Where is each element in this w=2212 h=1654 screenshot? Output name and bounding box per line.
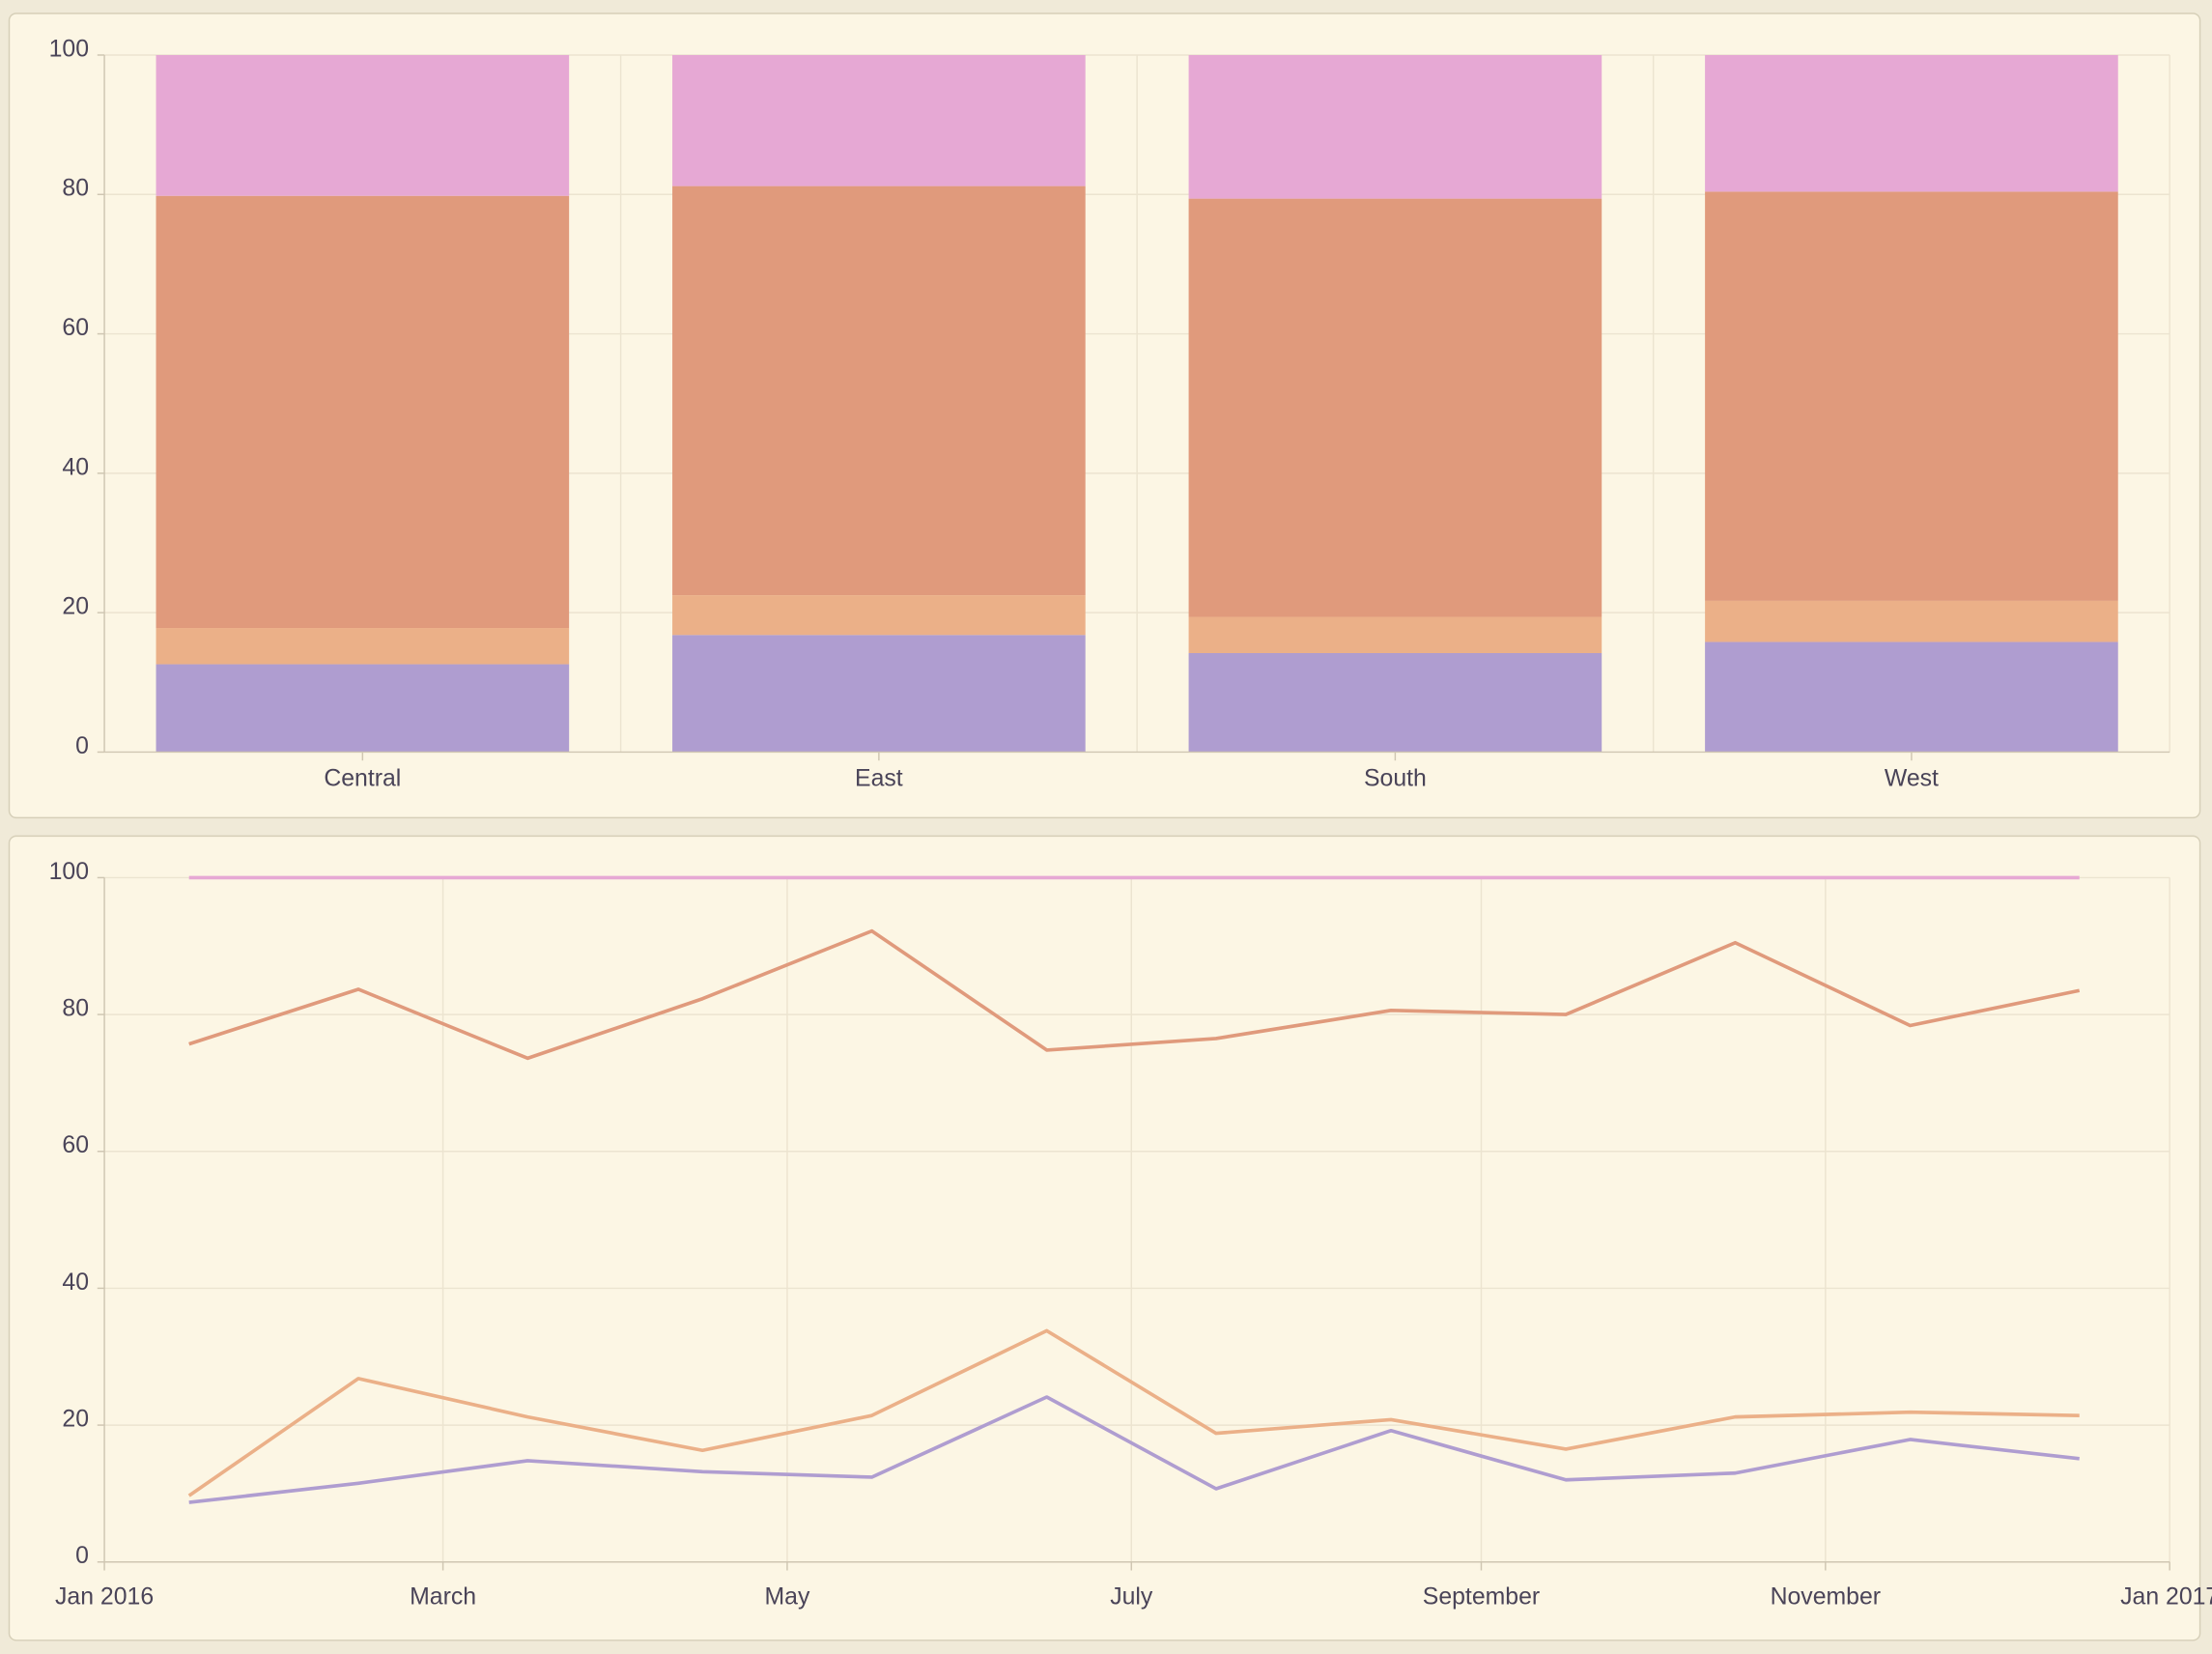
bar-segment xyxy=(156,54,570,196)
y-tick-label: 80 xyxy=(62,176,89,202)
y-tick-label: 40 xyxy=(62,1269,89,1296)
line-chart-panel xyxy=(8,835,2201,1641)
bar-segment xyxy=(156,664,570,753)
y-tick-label: 40 xyxy=(62,454,89,480)
bar-segment xyxy=(672,595,1086,636)
x-tick-label: East xyxy=(855,766,903,792)
bar-segment xyxy=(1705,191,2118,601)
x-tick-label: November xyxy=(1771,1584,1881,1611)
y-tick-label: 20 xyxy=(62,1407,89,1433)
series-line-3 xyxy=(188,928,2081,1061)
x-tick-label: March xyxy=(410,1584,476,1611)
x-tick-label: Jan 2016 xyxy=(55,1584,154,1611)
x-tick-label: West xyxy=(1885,766,1939,792)
bar-segment xyxy=(1705,642,2118,753)
bar-segment xyxy=(1705,600,2118,642)
bar-segment xyxy=(672,54,1086,186)
bar-segment xyxy=(156,195,570,629)
bar-segment xyxy=(1705,54,2118,192)
series-line-1 xyxy=(188,1395,2080,1504)
bar-segment xyxy=(1188,198,1602,617)
bar-segment xyxy=(672,185,1086,596)
series-line-2 xyxy=(187,1328,2080,1497)
y-tick-label: 60 xyxy=(62,315,89,341)
y-tick-label: 100 xyxy=(49,859,89,885)
bar-segment xyxy=(672,635,1086,753)
y-tick-label: 100 xyxy=(49,36,89,62)
bar-segment xyxy=(1188,653,1602,753)
x-tick-label: Jan 2017 xyxy=(2120,1584,2212,1611)
x-tick-label: September xyxy=(1423,1584,1540,1611)
y-tick-label: 80 xyxy=(62,996,89,1022)
x-tick-label: Central xyxy=(324,766,401,792)
y-tick-label: 0 xyxy=(75,733,89,759)
x-tick-label: South xyxy=(1364,766,1427,792)
y-tick-label: 20 xyxy=(62,594,89,620)
y-tick-label: 0 xyxy=(75,1543,89,1569)
y-tick-label: 60 xyxy=(62,1132,89,1158)
x-tick-label: May xyxy=(764,1584,809,1611)
line-chart: 0 20 40 60 80 100 Jan 2016 March May July Septembe… xyxy=(49,859,2212,1611)
bar-segment xyxy=(156,628,570,665)
bar-segment xyxy=(1188,616,1602,654)
stacked-bar-chart: 0 20 40 60 80 100 Central East South West xyxy=(49,36,2170,792)
bar-segment xyxy=(1188,54,1602,199)
x-tick-label: July xyxy=(1110,1584,1153,1611)
